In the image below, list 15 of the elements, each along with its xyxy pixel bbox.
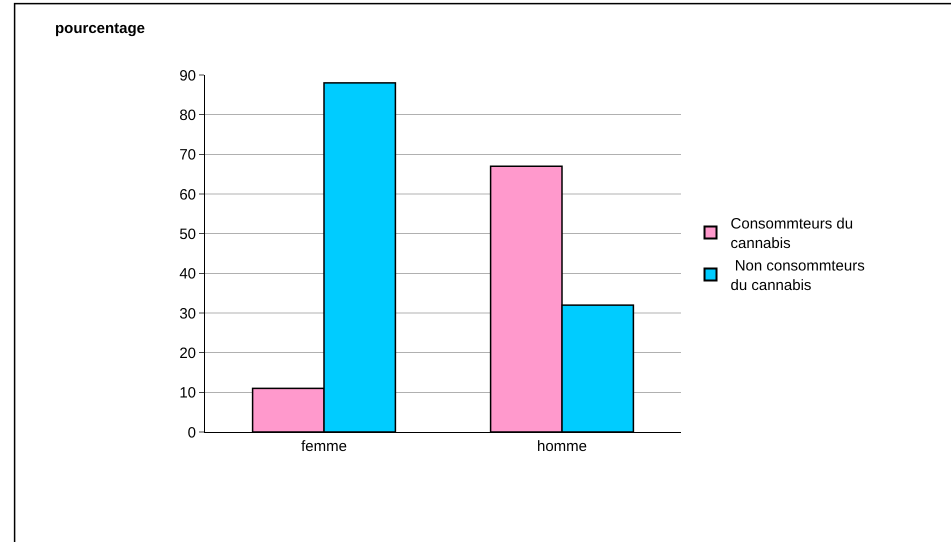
y-tick-label: 20 bbox=[179, 344, 196, 362]
y-tick-label: 80 bbox=[179, 106, 196, 124]
y-axis-title: pourcentage bbox=[55, 20, 146, 37]
y-tick-label: 70 bbox=[179, 146, 196, 164]
legend-label: Consommteurs du cannabis bbox=[730, 216, 854, 252]
y-tick-label: 60 bbox=[179, 186, 196, 204]
y-tick-label: 30 bbox=[179, 305, 196, 322]
y-tick-label: 10 bbox=[179, 384, 196, 402]
legend-label: Non consommteurs du cannabis bbox=[730, 258, 865, 294]
y-tick-label: 90 bbox=[179, 67, 196, 84]
y-tick-label: 0 bbox=[188, 424, 196, 442]
y-tick-label: 50 bbox=[179, 226, 196, 243]
x-tick-label: homme bbox=[536, 438, 588, 455]
x-tick-label: femme bbox=[301, 438, 347, 455]
y-tick-label: 40 bbox=[179, 266, 196, 283]
